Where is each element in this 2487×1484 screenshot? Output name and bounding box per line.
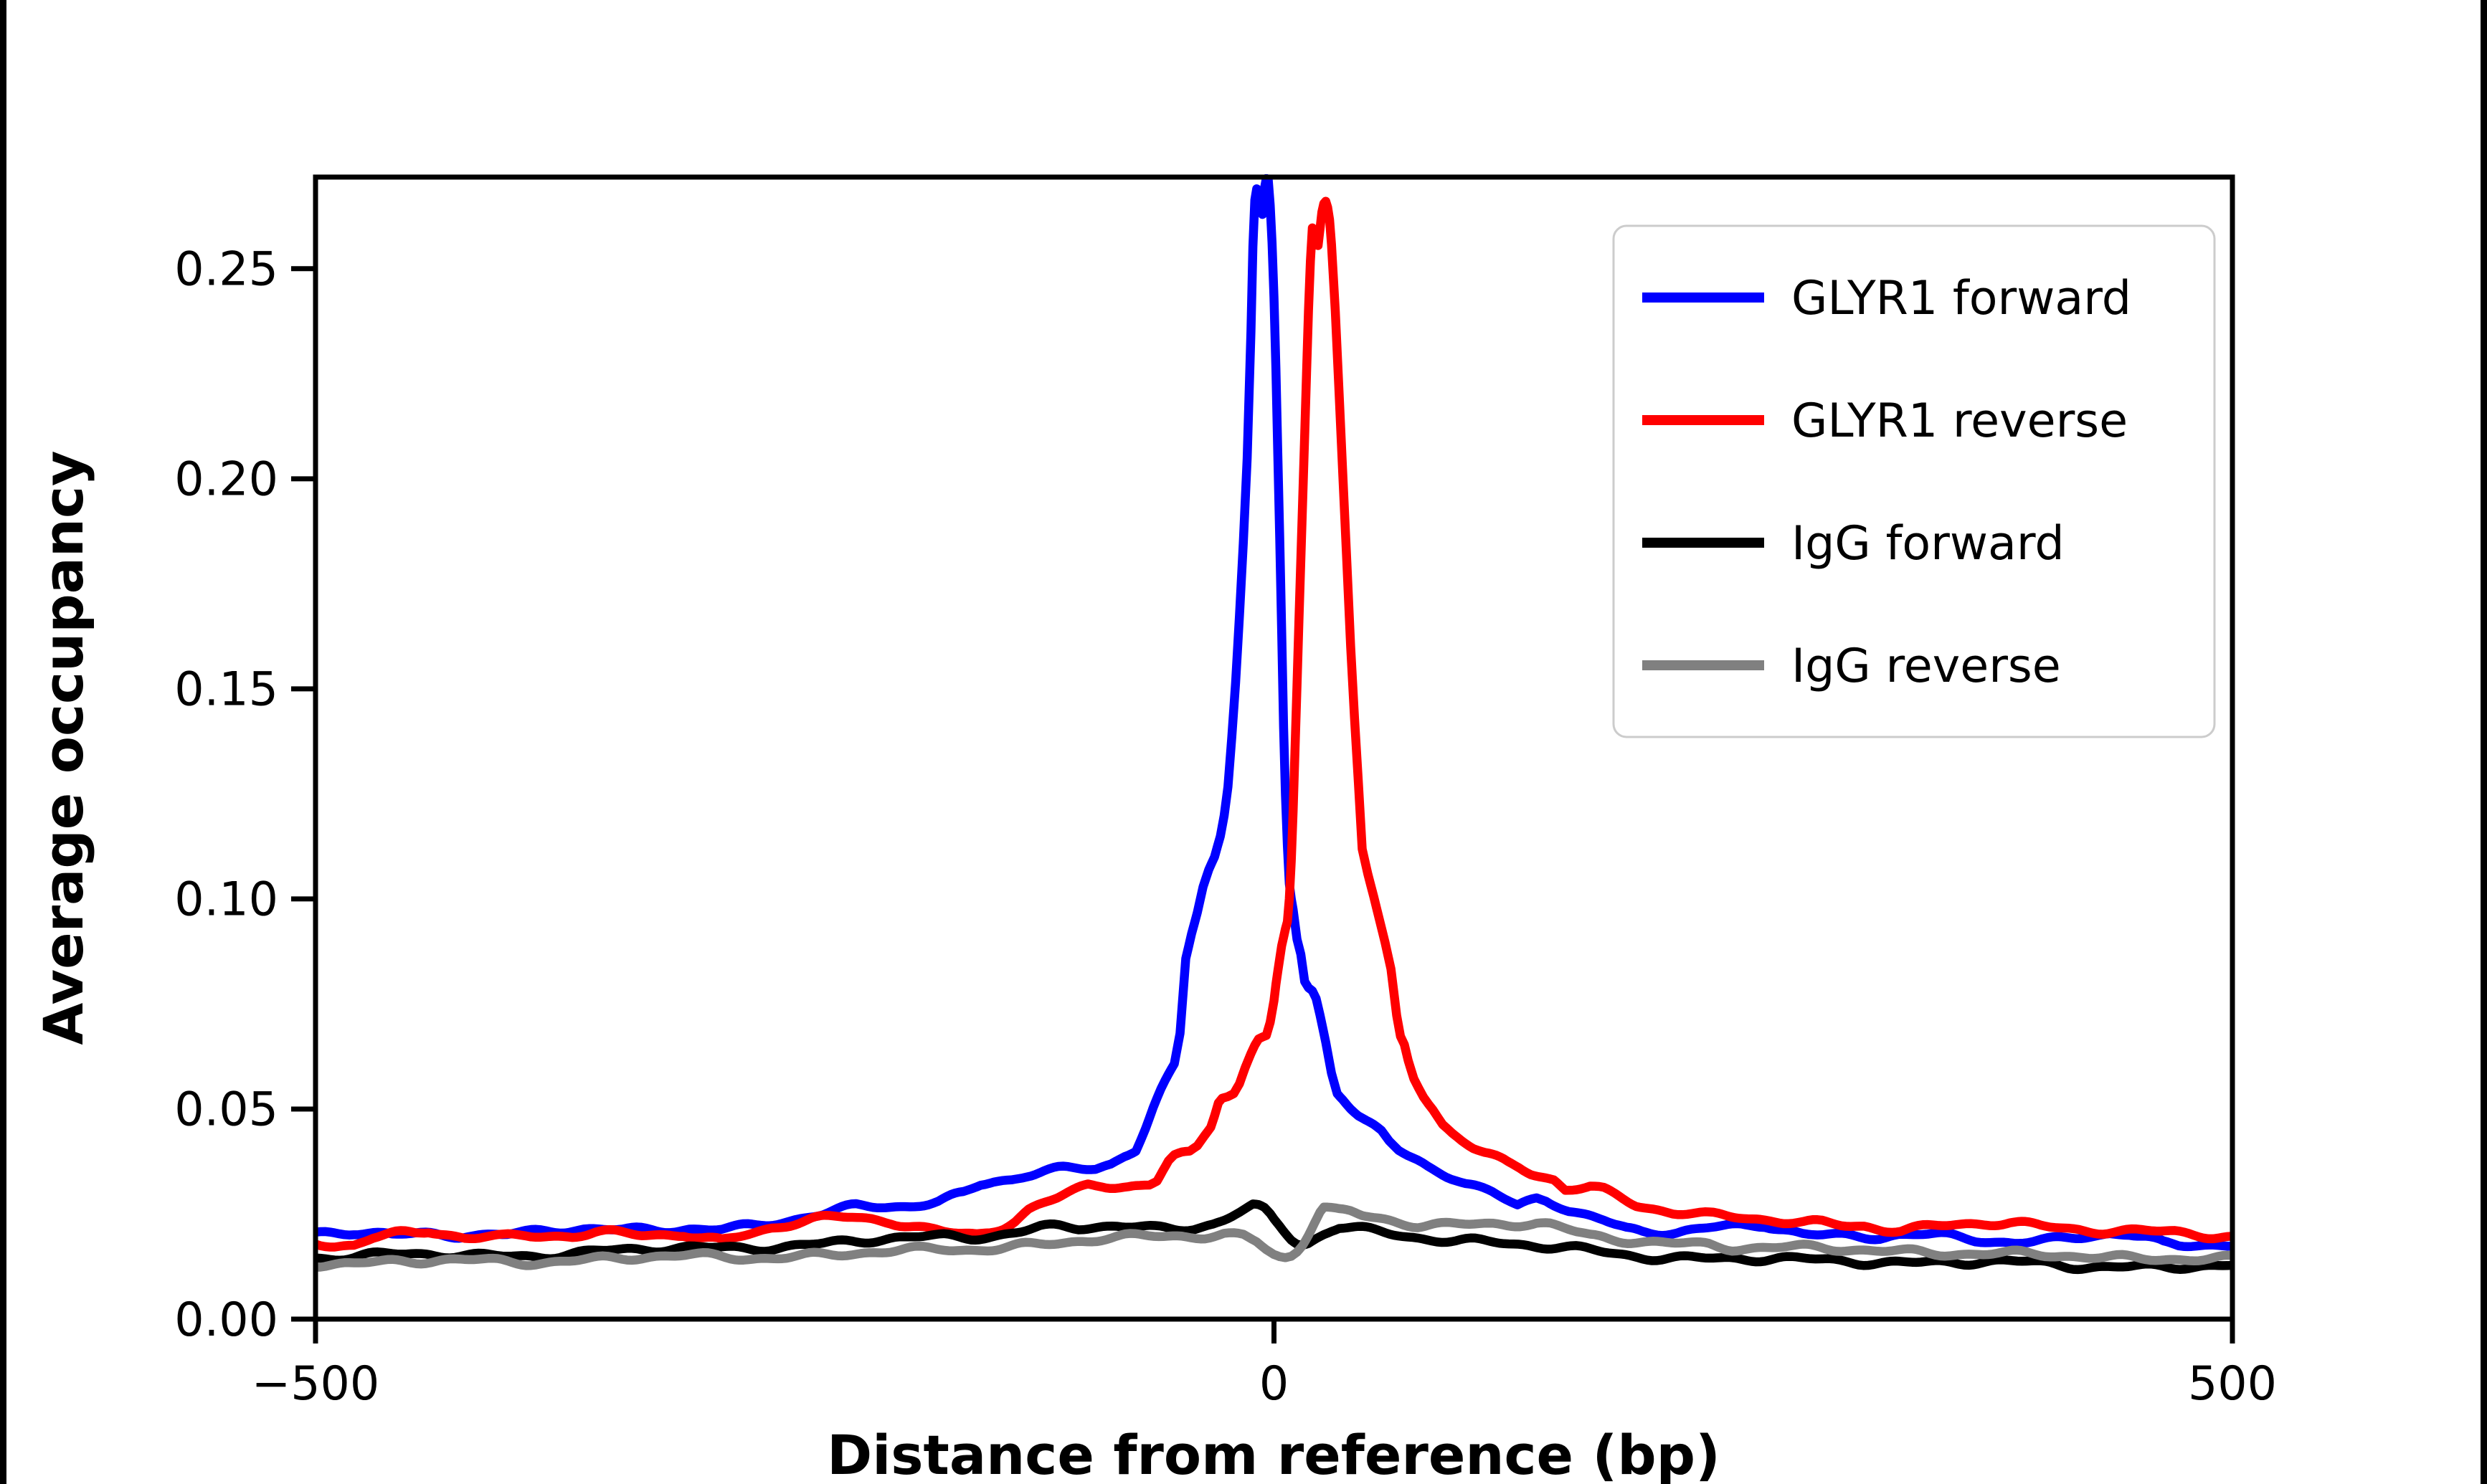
x-tick-label: 500 — [2188, 1357, 2277, 1411]
y-tick-label: 0.20 — [174, 453, 278, 507]
series-line-igg-reverse — [316, 1202, 2232, 1272]
y-axis-ticks: 0.00 0.05 0.10 0.15 0.20 0.25 — [174, 243, 316, 1347]
legend-item-igg-reverse: IgG reverse — [1642, 639, 2061, 693]
legend: GLYR1 forward GLYR1 reverse IgG forward … — [1612, 224, 2216, 738]
legend-item-igg-forward: IgG forward — [1642, 517, 2065, 571]
legend-label-glyr1-reverse: GLYR1 reverse — [1791, 394, 2128, 448]
screen-edge-left — [0, 0, 6, 1484]
x-tick-label: 0 — [1259, 1357, 1289, 1411]
y-tick-label: 0.05 — [174, 1083, 278, 1137]
x-axis-label: Distance from reference (bp) — [827, 1423, 1720, 1484]
legend-label-igg-forward: IgG forward — [1791, 517, 2065, 571]
series-line-glyr1-reverse — [316, 196, 2232, 1252]
legend-label-glyr1-forward: GLYR1 forward — [1791, 272, 2131, 325]
x-tick-label: −500 — [252, 1357, 380, 1411]
legend-item-glyr1-reverse: GLYR1 reverse — [1642, 394, 2128, 448]
y-tick-label: 0.10 — [174, 873, 278, 927]
legend-label-igg-reverse: IgG reverse — [1791, 639, 2061, 693]
x-axis-ticks: −500 0 500 — [252, 1319, 2277, 1411]
y-tick-label: 0.00 — [174, 1293, 278, 1347]
y-tick-label: 0.25 — [174, 243, 278, 297]
y-tick-label: 0.15 — [174, 663, 278, 717]
legend-box — [1612, 224, 2216, 738]
series-group — [316, 174, 2232, 1275]
screen-edge-right — [2481, 0, 2487, 1484]
y-axis-label: Average occupancy — [32, 450, 95, 1045]
legend-item-glyr1-forward: GLYR1 forward — [1642, 272, 2131, 325]
